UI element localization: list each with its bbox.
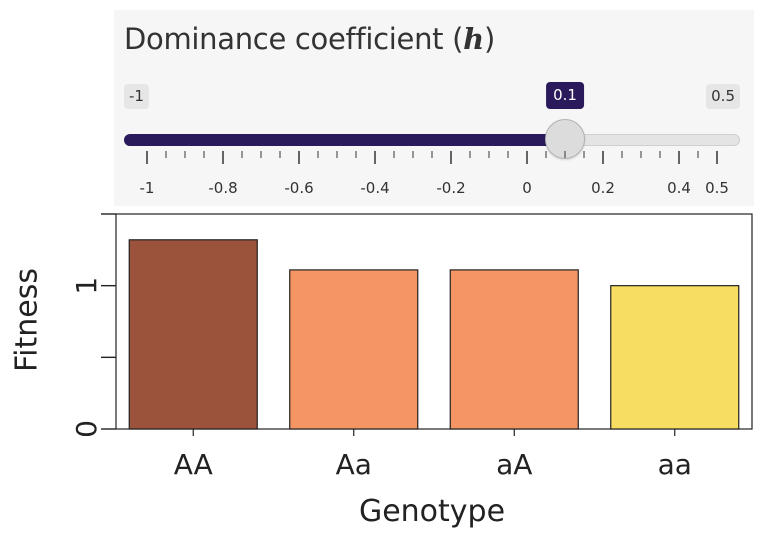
- slider-min-label: -1: [124, 84, 149, 109]
- slider-tick-label: -0.8: [208, 179, 238, 197]
- slider-tick-label: -0.2: [436, 179, 466, 197]
- slider-max-label: 0.5: [706, 84, 740, 109]
- slider-fill: [124, 134, 565, 146]
- bar-aa: [610, 285, 740, 430]
- x-tick-label: Aa: [336, 448, 372, 481]
- slider-tick-label: 0.5: [705, 179, 729, 197]
- slider-tick-label: -1: [139, 179, 155, 197]
- slider-value-label: 0.1: [546, 82, 584, 109]
- slider-label: Dominance coefficient (h): [124, 22, 495, 56]
- x-axis-label: Genotype: [359, 494, 505, 529]
- x-tick-label: aA: [496, 448, 532, 481]
- slider-tick-label: -0.6: [284, 179, 314, 197]
- slider-tick-label: 0: [522, 179, 532, 197]
- slider-symbol: h: [463, 22, 484, 56]
- dominance-slider-panel: Dominance coefficient (h) -1 0.5 0.1 -1 -…: [114, 10, 754, 206]
- bar-AA: [128, 239, 258, 430]
- slider-tick-label: 0.2: [591, 179, 615, 197]
- slider-tick-label: -0.4: [360, 179, 390, 197]
- y-axis-label: Fitness: [10, 268, 45, 372]
- x-tick-label: AA: [174, 448, 213, 481]
- bar-Aa: [289, 269, 419, 430]
- x-tick-label: aa: [658, 448, 692, 481]
- bar-aA: [449, 269, 579, 430]
- slider-label-text: Dominance coefficient: [124, 22, 444, 56]
- y-tick-label: 1: [70, 277, 103, 295]
- y-tick-label: 0: [70, 420, 103, 438]
- slider-tick-label: 0.4: [667, 179, 691, 197]
- plot-frame: [115, 213, 753, 430]
